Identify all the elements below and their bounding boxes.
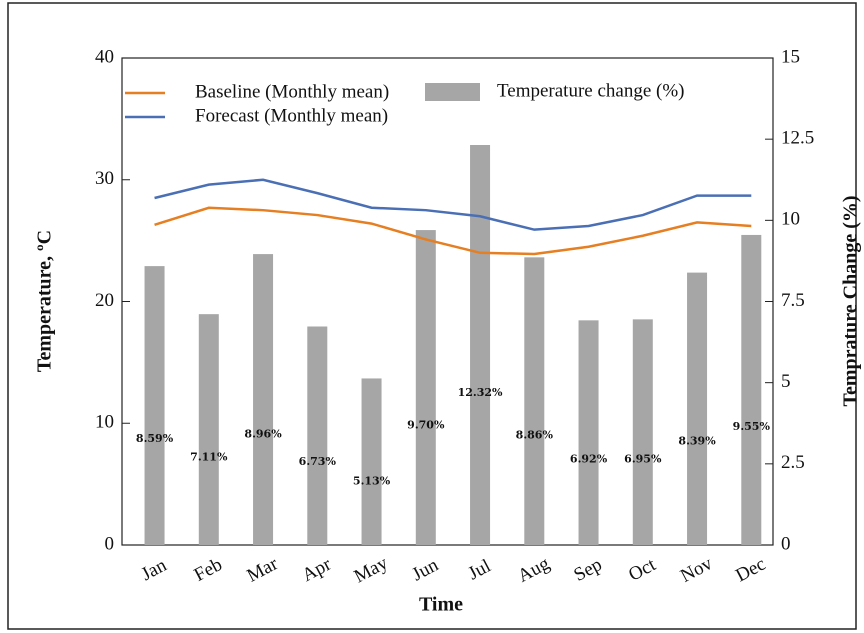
bar (415, 230, 436, 545)
bar (687, 272, 708, 545)
x-tick-label: Feb (191, 554, 226, 586)
value-label: 6.92% (570, 453, 608, 466)
bar (470, 145, 491, 545)
plot-area (121, 57, 774, 546)
x-tick-label: Apr (299, 553, 336, 586)
value-label: 6.95% (624, 452, 662, 465)
y-tick-label: 0 (105, 533, 115, 554)
y2-tick-label: 2.5 (781, 452, 805, 473)
value-label: 9.70% (407, 418, 445, 431)
y2-axis-title: Temprature Change (%) (840, 195, 862, 406)
bar (741, 234, 762, 545)
x-tick-label: May (351, 552, 392, 587)
bar (524, 257, 545, 545)
frame (7, 2, 857, 630)
legend-swatch (425, 83, 480, 101)
value-label: 5.13% (353, 475, 391, 488)
value-label: 12.32% (458, 386, 503, 399)
y2-tick-label: 10 (781, 209, 800, 230)
x-tick-label: Aug (514, 553, 553, 587)
value-label: 7.11% (190, 450, 228, 463)
bar (632, 319, 653, 545)
y-axis-title: Temperature, ºC (34, 230, 56, 372)
y2-tick-label: 12.5 (781, 128, 814, 149)
legend-label: Baseline (Monthly mean) (195, 81, 389, 102)
y2-tick-label: 7.5 (781, 290, 805, 311)
line (154, 178, 752, 231)
x-tick-label: Mar (244, 553, 282, 587)
x-axis-title: Time (419, 594, 463, 616)
bar (578, 320, 599, 545)
x-tick-label: Jun (409, 554, 443, 585)
legend-label: Forecast (Monthly mean) (195, 105, 388, 126)
value-label: 8.59% (136, 432, 174, 445)
y-tick-label: 40 (95, 46, 114, 67)
legend-label: Temperature change (%) (497, 80, 685, 101)
y-tick-label: 30 (95, 168, 114, 189)
y2-tick-label: 15 (781, 46, 800, 67)
value-label: 8.96% (244, 427, 282, 440)
y-tick-label: 10 (95, 412, 114, 433)
value-label: 9.55% (733, 420, 771, 433)
x-tick-label: Nov (677, 553, 716, 587)
x-tick-label: Oct (625, 554, 660, 586)
y2-tick-label: 0 (781, 533, 791, 554)
y2-tick-label: 5 (781, 371, 791, 392)
bar (198, 314, 219, 545)
bar (253, 254, 274, 545)
x-tick-label: Dec (732, 554, 769, 587)
bar (361, 378, 382, 545)
y-tick-label: 20 (95, 290, 114, 311)
value-label: 8.86% (516, 429, 554, 442)
x-tick-label: Jan (138, 555, 171, 586)
line (154, 206, 752, 256)
bar (144, 266, 165, 545)
value-label: 8.39% (678, 434, 716, 447)
x-tick-label: Jul (465, 556, 494, 585)
bar (307, 326, 328, 545)
value-label: 6.73% (299, 455, 337, 468)
x-tick-label: Sep (571, 554, 606, 586)
